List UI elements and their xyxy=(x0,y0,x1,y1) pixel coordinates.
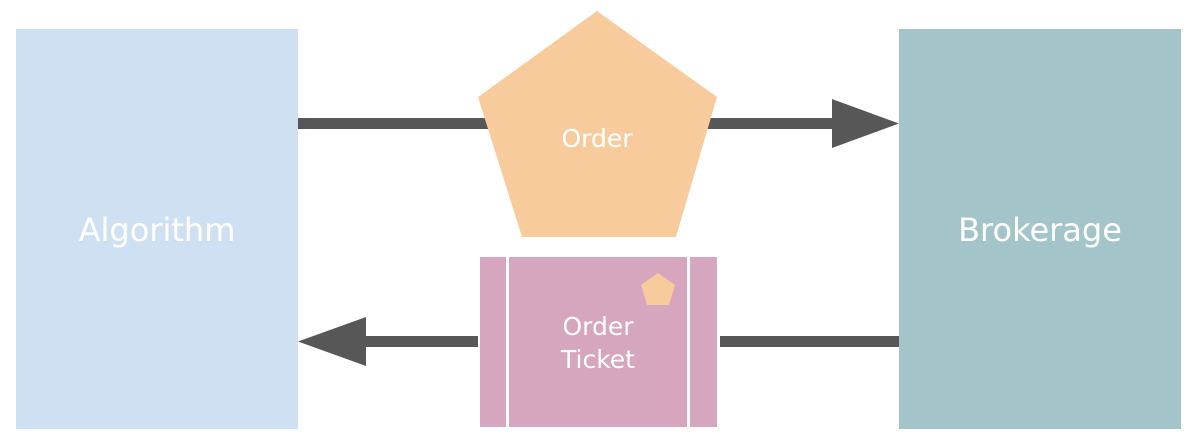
algorithm-label: Algorithm xyxy=(79,211,236,249)
ticket-node: Order Ticket xyxy=(480,257,717,427)
ticket-arrow-shaft-right xyxy=(720,336,899,347)
ticket-label-line2: Ticket xyxy=(560,345,635,374)
brokerage-box xyxy=(899,29,1181,429)
brokerage-label: Brokerage xyxy=(958,211,1122,249)
order-pentagon xyxy=(478,11,717,237)
order-node: Order xyxy=(478,11,717,237)
ticket-divider-left xyxy=(506,257,509,427)
ticket-arrow xyxy=(298,317,899,366)
order-arrow-head xyxy=(832,99,899,148)
ticket-label-line1: Order xyxy=(562,312,634,341)
order-label: Order xyxy=(561,124,633,153)
ticket-arrow-shaft-left xyxy=(364,336,478,347)
pentagon-icon xyxy=(641,273,675,305)
algorithm-box xyxy=(16,29,298,429)
brokerage-node: Brokerage xyxy=(899,29,1181,429)
ticket-arrow-head xyxy=(298,317,366,366)
order-arrow-shaft-left xyxy=(298,118,493,129)
ticket-divider-right xyxy=(687,257,690,427)
algorithm-node: Algorithm xyxy=(16,29,298,429)
ticket-box xyxy=(480,257,717,427)
order-arrow-shaft-right xyxy=(702,118,834,129)
order-arrow xyxy=(298,99,899,148)
